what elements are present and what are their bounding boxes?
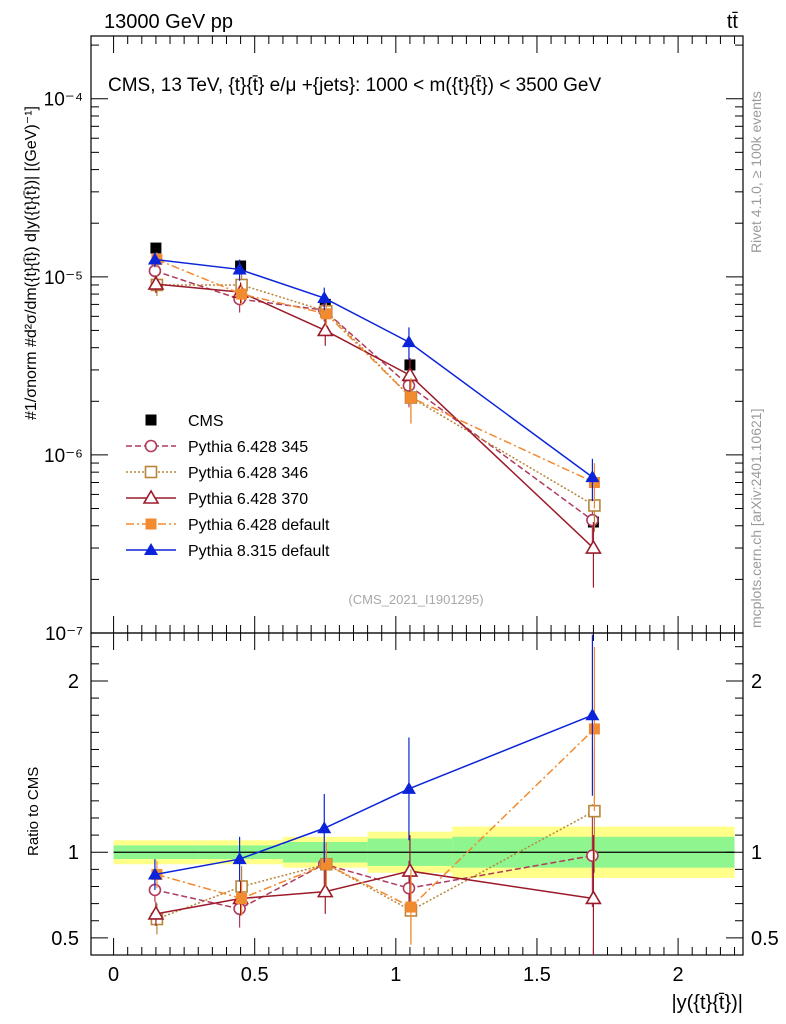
data-point bbox=[588, 476, 600, 488]
x-tick-label: 2 bbox=[673, 964, 684, 986]
series-line bbox=[154, 270, 593, 521]
header-process-label: tt̄ bbox=[727, 11, 739, 33]
legend-label: Pythia 8.315 default bbox=[188, 543, 330, 560]
ratio-point bbox=[585, 889, 602, 905]
legend-item: Pythia 8.315 default bbox=[126, 543, 330, 560]
ratio-point bbox=[147, 867, 162, 880]
data-point bbox=[402, 379, 416, 392]
ratio-y-tick-label-right: 1 bbox=[751, 842, 762, 864]
legend-item: Pythia 6.428 default bbox=[126, 517, 330, 534]
x-axis-label: |y({t}{t̄})| bbox=[671, 992, 743, 1014]
legend-label: Pythia 6.428 345 bbox=[188, 439, 308, 456]
data-point bbox=[405, 392, 417, 404]
data-point bbox=[320, 308, 332, 320]
ratio-y-tick-label-right: 0.5 bbox=[751, 928, 779, 950]
ratio-point bbox=[402, 881, 416, 895]
ratio-point bbox=[401, 781, 416, 794]
legend-marker bbox=[144, 465, 158, 479]
legend-item: Pythia 6.428 370 bbox=[126, 489, 308, 508]
data-point bbox=[316, 321, 334, 337]
analysis-id-watermark: (CMS_2021_I1901295) bbox=[348, 592, 483, 607]
data-point bbox=[585, 470, 600, 483]
main-y-tick-label: 10⁻⁵ bbox=[44, 268, 83, 289]
main-y-tick-label: 10⁻⁴ bbox=[44, 90, 83, 111]
x-tick-label: 0 bbox=[108, 964, 119, 986]
series-pythia-8-315-default bbox=[147, 252, 600, 502]
legend-item: Pythia 6.428 346 bbox=[126, 465, 308, 482]
ratio-y-axis-label: Ratio to CMS bbox=[25, 767, 42, 856]
ratio-y-tick-label: 1 bbox=[68, 842, 79, 864]
rivet-version-label: Rivet 4.1.0, ≥ 100k events bbox=[748, 91, 764, 253]
ratio-line bbox=[156, 728, 595, 908]
ratio-point bbox=[147, 905, 165, 920]
data-point bbox=[401, 335, 416, 348]
x-tick-label: 0.5 bbox=[241, 964, 269, 986]
data-point bbox=[150, 242, 162, 254]
main-y-tick-label: 10⁻⁷ bbox=[45, 624, 83, 645]
data-point bbox=[236, 288, 248, 300]
data-point bbox=[232, 262, 247, 275]
data-point bbox=[585, 539, 602, 554]
ratio-point bbox=[233, 902, 246, 916]
x-tick-label: 1 bbox=[390, 964, 401, 986]
ratio-y-tick-label: 0.5 bbox=[51, 928, 79, 950]
data-point bbox=[147, 252, 162, 265]
ratio-line bbox=[156, 810, 595, 920]
legend-marker bbox=[144, 543, 158, 555]
ratio-series-pythia-8-315-default bbox=[147, 634, 600, 890]
main-axis-ticks: 10⁻⁷ 10⁻⁶ 10⁻⁵ 10⁻⁴ bbox=[44, 36, 743, 645]
ratio-uncertainty-bands bbox=[113, 826, 735, 878]
series-pythia-6-428-370 bbox=[147, 275, 602, 588]
data-point bbox=[586, 513, 599, 527]
legend-marker bbox=[145, 518, 157, 530]
ratio-point bbox=[232, 852, 247, 865]
data-point bbox=[401, 366, 419, 382]
legend-item: CMS bbox=[145, 413, 224, 430]
x-tick-label: 1.5 bbox=[523, 964, 551, 986]
legend: CMS Pythia 6.428 345 Pythia 6.428 346 Pythi… bbox=[126, 413, 330, 560]
legend-marker bbox=[145, 414, 157, 426]
main-y-tick-label: 10⁻⁶ bbox=[44, 446, 83, 467]
main-y-axis-label: #1/σnorm #d²σ/dm({t}{t̄}) d|y({t}{t̄})| … bbox=[23, 106, 40, 420]
ratio-series-pythia-6-428-default bbox=[151, 646, 600, 945]
ratio-y-tick-label: 2 bbox=[68, 671, 79, 693]
legend-marker bbox=[144, 439, 158, 453]
legend-label: Pythia 6.428 346 bbox=[188, 465, 308, 482]
ratio-point bbox=[316, 883, 334, 898]
legend-item: Pythia 6.428 345 bbox=[126, 439, 308, 456]
ratio-point bbox=[236, 892, 248, 904]
ratio-axis-ticks: 0 0.5 1 1.5 2 0.5 0.5 1 1 2 2 bbox=[51, 633, 779, 986]
ratio-point bbox=[585, 708, 600, 721]
ratio-point bbox=[586, 849, 599, 862]
ratio-plot-frame bbox=[90, 632, 744, 956]
main-series-layer bbox=[147, 242, 602, 588]
data-point bbox=[147, 275, 165, 290]
ratio-point bbox=[317, 821, 332, 834]
ratio-y-tick-label-right: 2 bbox=[751, 671, 762, 693]
legend-marker bbox=[142, 489, 160, 504]
ratio-point bbox=[401, 862, 419, 877]
header-energy-label: 13000 GeV pp bbox=[104, 11, 233, 33]
mcplots-label: mcplots.cern.ch [arXiv:2401.10621] bbox=[748, 409, 764, 628]
ratio-point bbox=[588, 723, 600, 735]
legend-label: Pythia 6.428 default bbox=[188, 517, 330, 534]
legend-label: Pythia 6.428 370 bbox=[188, 491, 308, 508]
ratio-series-pythia-6-428-370 bbox=[147, 835, 602, 955]
ratio-point bbox=[405, 901, 417, 913]
ratio-point bbox=[320, 858, 332, 870]
data-point bbox=[317, 291, 332, 304]
ratio-series-layer bbox=[147, 634, 602, 955]
plot-title: CMS, 13 TeV, {t}{t̄} e/μ +{jets}: 1000 <… bbox=[108, 75, 601, 96]
legend-label: CMS bbox=[188, 413, 224, 430]
